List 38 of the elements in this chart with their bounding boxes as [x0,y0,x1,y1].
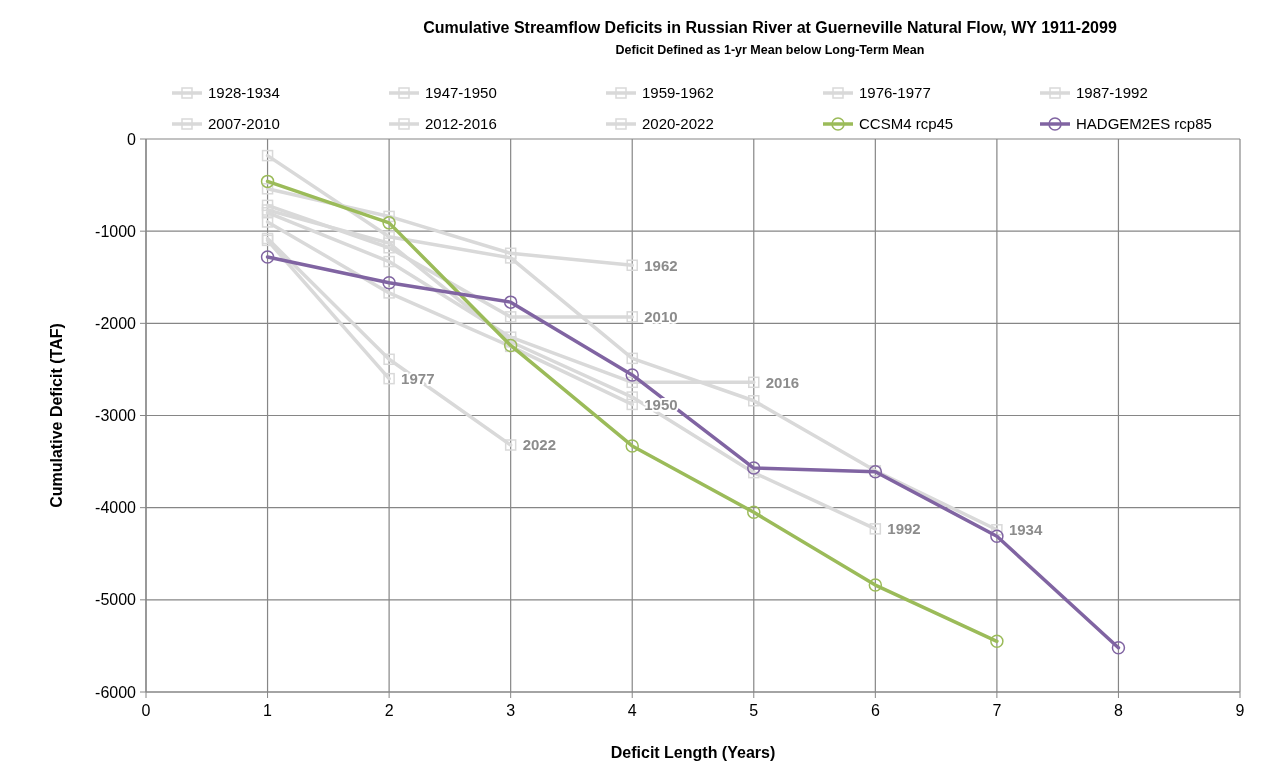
annotation: 1962 [644,256,678,274]
legend-label: CCSM4 rcp45 [859,115,954,133]
annotation: 1934 [1008,521,1043,539]
y-tick-label: 0 [127,130,137,148]
legend-label: 2007-2010 [208,115,280,133]
x-tick-label: 7 [992,702,1002,719]
legend-label: 1947-1950 [425,84,497,102]
x-tick-label: 9 [1235,702,1245,719]
x-tick-label: 3 [506,702,516,719]
legend-label: 2020-2022 [642,115,714,133]
legend-label: HADGEM2ES rcp85 [1076,115,1212,133]
legend-label: 1987-1992 [1076,84,1148,102]
y-tick-label: -1000 [95,222,137,240]
y-tick-label: -3000 [95,407,137,425]
y-tick-label: -5000 [95,591,137,609]
y-tick-label: -4000 [95,499,137,517]
legend-label: 2012-2016 [425,115,497,133]
x-tick-label: 2 [384,702,394,719]
x-tick-label: 0 [141,702,151,719]
annotation: 2010 [644,308,678,326]
annotation: 1977 [401,369,435,387]
chart-subtitle: Deficit Defined as 1-yr Mean below Long-Term Mean [615,43,925,57]
x-tick-label: 6 [870,702,880,719]
x-tick-label: 1 [263,702,273,719]
legend-label: 1976-1977 [859,84,931,102]
annotation: 2022 [522,436,557,454]
chart-title: Cumulative Streamflow Deficits in Russian River at Guerneville Natural Flow, WY 1911-2099 [423,19,1117,36]
annotation: 1992 [887,520,921,538]
legend-label: 1959-1962 [642,84,714,102]
y-tick-label: -2000 [95,314,137,332]
x-tick-label: 8 [1113,702,1123,719]
y-tick-label: -6000 [95,683,137,701]
x-tick-label: 5 [749,702,759,719]
annotation: 2016 [765,373,800,391]
x-axis-title: Deficit Length (Years) [610,744,776,761]
legend-label: 1928-1934 [208,84,280,102]
x-tick-label: 4 [627,702,637,719]
y-axis-title: Cumulative Deficit (TAF) [48,323,65,508]
